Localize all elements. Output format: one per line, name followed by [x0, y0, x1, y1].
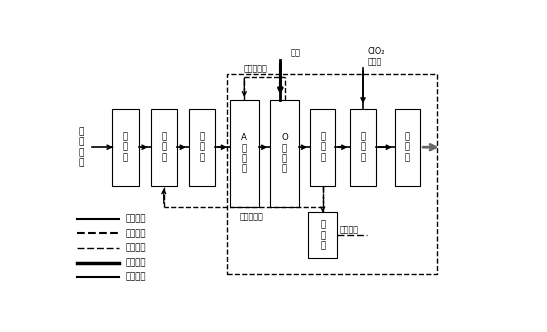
- Text: 加药路线: 加药路线: [126, 273, 146, 282]
- Text: 定期外运: 定期外运: [339, 225, 358, 234]
- Text: 提
升
泵: 提 升 泵: [199, 132, 205, 162]
- Bar: [228, 74, 437, 274]
- Text: 清
水
池: 清 水 池: [405, 132, 410, 162]
- Bar: [113, 109, 139, 186]
- Bar: [230, 100, 259, 207]
- Bar: [189, 109, 215, 186]
- Text: 污水路线: 污水路线: [126, 214, 146, 223]
- Text: 调
节
池: 调 节 池: [161, 132, 166, 162]
- Text: 硝化液回流: 硝化液回流: [244, 65, 268, 74]
- Text: 上清液回流: 上清液回流: [240, 212, 264, 221]
- Bar: [395, 109, 420, 186]
- Text: 消
毒
池: 消 毒 池: [360, 132, 365, 162]
- Text: 曝气路线: 曝气路线: [126, 258, 146, 267]
- Text: 污
泥
池: 污 泥 池: [320, 220, 325, 250]
- Text: A
生
化
池: A 生 化 池: [241, 133, 247, 174]
- Text: 曝气: 曝气: [291, 49, 301, 58]
- Text: 沉
淀
池: 沉 淀 池: [320, 132, 325, 162]
- Bar: [310, 109, 335, 186]
- Text: 回流路线: 回流路线: [126, 229, 146, 238]
- Text: ClO₂
发生器: ClO₂ 发生器: [367, 47, 385, 67]
- Bar: [270, 100, 299, 207]
- Text: 污泥路线: 污泥路线: [126, 243, 146, 252]
- Text: O
生
化
池: O 生 化 池: [281, 133, 288, 174]
- Bar: [350, 109, 376, 186]
- Text: 生
活
废
水: 生 活 废 水: [78, 127, 84, 167]
- Bar: [309, 212, 337, 258]
- Text: 格
栅
池: 格 栅 池: [123, 132, 128, 162]
- Bar: [150, 109, 177, 186]
